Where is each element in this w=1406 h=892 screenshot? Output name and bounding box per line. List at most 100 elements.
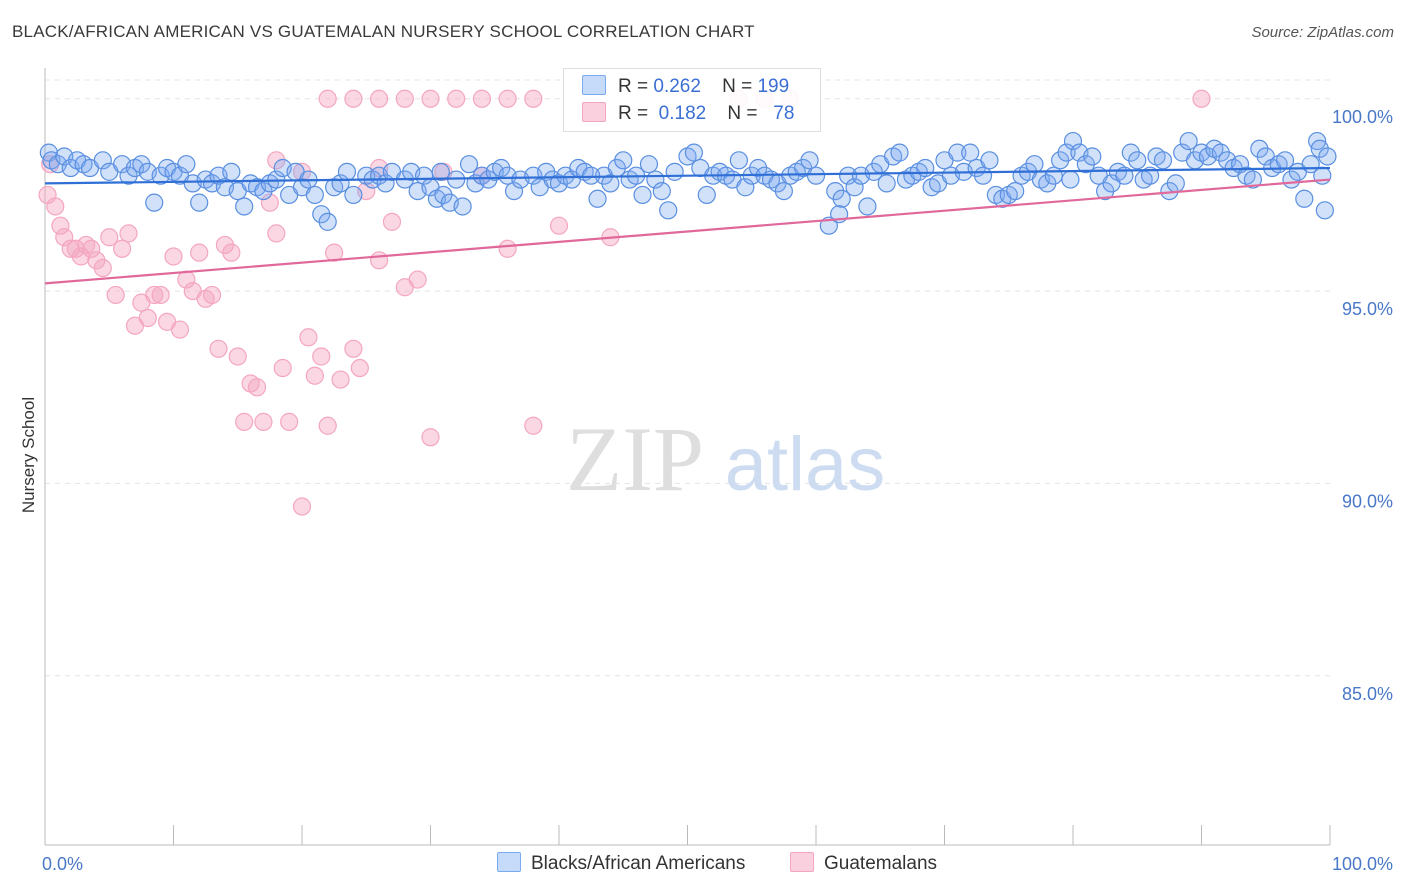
legend-r-value: 0.182	[658, 103, 707, 124]
blacks-point	[235, 197, 254, 216]
guatemalans-point	[55, 228, 74, 247]
guatemalans-point	[370, 251, 389, 270]
blacks-point	[431, 162, 450, 181]
guatemalans-point	[228, 347, 247, 366]
chart-source: Source: ZipAtlas.com	[1251, 24, 1394, 41]
blacks-point	[736, 178, 755, 197]
blacks-point	[1295, 189, 1314, 208]
guatemalans-point	[421, 89, 440, 108]
blacks-point	[1057, 143, 1076, 162]
legend-n-label: N =	[727, 103, 758, 124]
x-tick-label: 100.0%	[1332, 854, 1393, 874]
blacks-point	[1025, 155, 1044, 174]
trend-line-guatemalans	[44, 178, 1331, 285]
legend-swatch-pink	[582, 102, 606, 122]
guatemalans-point	[170, 320, 190, 339]
guatemalans-point	[106, 285, 125, 305]
blacks-point	[318, 212, 337, 231]
blacks-point	[1310, 139, 1329, 158]
blacks-point	[806, 166, 826, 185]
guatemalans-point	[273, 358, 292, 378]
axes	[44, 68, 1331, 846]
bottom-legend-swatch-pink	[790, 852, 814, 872]
blacks-point	[973, 166, 993, 185]
blacks-point	[1128, 151, 1147, 170]
blacks-point	[177, 155, 196, 174]
y-tick-label: 90.0%	[1342, 491, 1393, 511]
blacks-point	[697, 185, 716, 205]
watermark-zip: ZIP	[566, 408, 704, 510]
blacks-point	[839, 166, 858, 185]
bottom-legend-swatch-blue	[497, 852, 521, 872]
blacks-point	[1063, 131, 1083, 151]
blacks-point	[948, 143, 967, 162]
guatemalans-point	[254, 412, 273, 431]
guatemalans-point	[51, 216, 70, 235]
guatemalans-point	[260, 193, 279, 212]
blacks-point	[684, 143, 704, 162]
guatemalans-point	[318, 416, 337, 435]
blacks-point	[652, 181, 671, 201]
series-blacks-points	[39, 131, 1337, 235]
guatemalans-point	[305, 366, 324, 385]
blacks-point	[305, 185, 324, 205]
x-tick-labels: 0.0% 100.0%	[42, 854, 1393, 874]
guatemalans-point	[119, 224, 138, 243]
legend-row-blacks: R = 0.262 N = 199	[582, 75, 789, 99]
guatemalans-point	[312, 347, 331, 366]
legend-r-value: 0.262	[653, 76, 701, 97]
bottom-legend-guatemalans: Guatemalans	[790, 852, 937, 875]
blacks-point	[845, 178, 864, 197]
guatemalans-point	[209, 339, 228, 358]
guatemalans-point	[472, 89, 491, 108]
blacks-point	[633, 185, 652, 205]
guatemalans-point	[93, 258, 112, 278]
guatemalans-point	[344, 89, 363, 108]
guatemalans-point	[82, 239, 101, 258]
guatemalans-point	[350, 358, 369, 378]
blacks-point	[222, 162, 241, 181]
guatemalans-point	[524, 416, 543, 435]
guatemalans-point	[145, 285, 164, 305]
legend-r-label: R =	[618, 76, 649, 97]
blacks-point	[601, 174, 620, 193]
blacks-point	[93, 151, 112, 170]
guatemalans-point	[46, 197, 65, 216]
guatemalans-point	[498, 89, 517, 108]
guatemalans-point	[1192, 89, 1211, 108]
guatemalans-point	[421, 428, 440, 447]
trend-lines	[44, 166, 1331, 285]
blacks-point	[1318, 147, 1337, 166]
x-tick-label: 0.0%	[42, 854, 83, 874]
blacks-point	[665, 162, 684, 181]
blacks-point	[890, 143, 909, 162]
guatemalans-point	[138, 308, 157, 328]
bottom-legend-blacks: Blacks/African Americans	[497, 852, 745, 875]
blacks-point	[858, 197, 877, 216]
blacks-point	[1243, 170, 1263, 189]
guatemalans-point	[71, 247, 91, 266]
trend-line-blacks	[44, 166, 1331, 185]
guatemalans-point	[331, 370, 350, 389]
series-guatemalans-points	[38, 89, 1211, 516]
blacks-point	[190, 193, 209, 212]
guatemalans-point	[318, 89, 337, 108]
blacks-point	[1044, 166, 1063, 185]
guatemalans-point	[100, 228, 119, 247]
y-axis-label: Nursery School	[19, 397, 38, 513]
y-tick-label: 85.0%	[1342, 684, 1393, 704]
guatemalans-point	[395, 89, 414, 108]
guatemalans-point	[498, 239, 517, 258]
guatemalans-point	[524, 89, 543, 108]
blacks-point	[453, 197, 472, 216]
correlation-legend: R = 0.262 N = 199 R = 0.182 N = 78	[563, 68, 821, 132]
blacks-point	[504, 181, 524, 201]
blacks-point	[639, 155, 659, 174]
guatemalans-point	[222, 243, 241, 262]
blacks-point	[800, 151, 819, 170]
blacks-point	[337, 162, 357, 181]
blacks-point	[459, 155, 479, 174]
guatemalans-point	[202, 285, 222, 305]
legend-row-guatemalans: R = 0.182 N = 78	[582, 102, 794, 126]
